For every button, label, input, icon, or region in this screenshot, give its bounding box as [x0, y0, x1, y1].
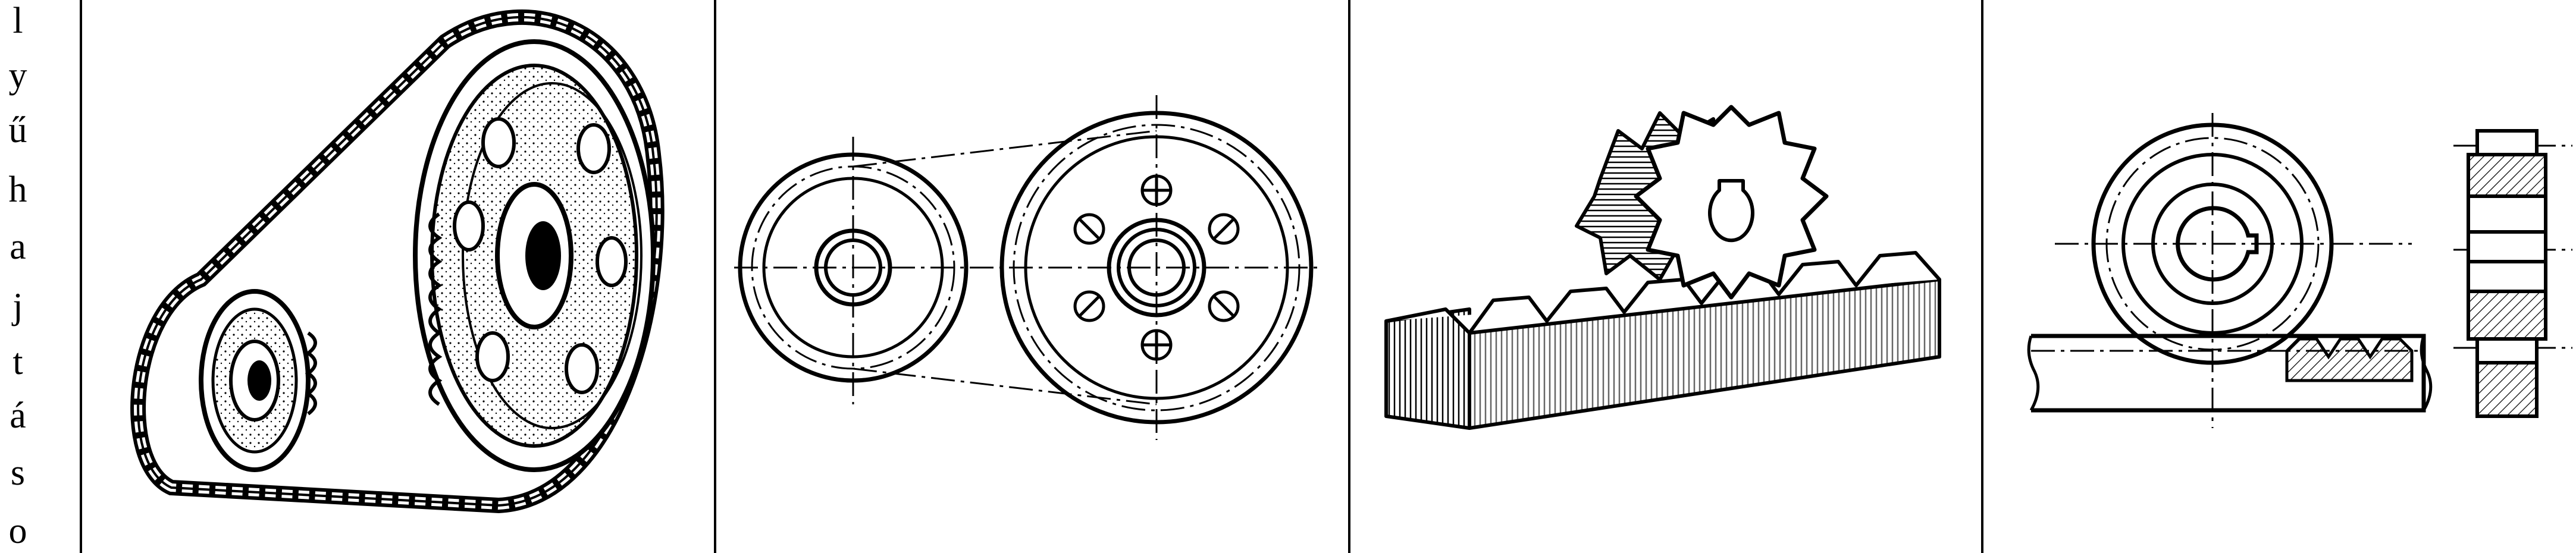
rack-teeth-section: [2285, 337, 2414, 382]
side-letter: á: [10, 395, 26, 436]
panel-divider: [80, 0, 82, 553]
side-letter-column: l y ű h a j t á s o: [0, 0, 36, 553]
rack-and-pinion-illustration: [1384, 105, 1941, 430]
rack-and-pinion-technical-drawing: [2027, 113, 2572, 428]
side-letter: t: [12, 342, 23, 382]
small-sprocket: [199, 289, 317, 472]
side-letter: l: [12, 1, 23, 41]
rack-side: [1468, 278, 1941, 430]
panel-divider: [1981, 0, 1983, 553]
rack-front: [1384, 307, 1471, 430]
large-sprocket-outline: [999, 111, 1314, 425]
side-letter: a: [10, 227, 26, 267]
side-letter: s: [10, 453, 26, 493]
rack-outline: [2031, 334, 2426, 413]
side-letter: j: [12, 286, 23, 326]
chain-drive-technical-drawing: [734, 95, 1323, 440]
side-letter: ű: [8, 110, 27, 150]
side-letter: h: [8, 169, 27, 210]
pinion-side-section: [2467, 129, 2547, 418]
small-sprocket-outline: [738, 152, 969, 383]
large-sprocket: [413, 39, 656, 472]
pinion-bore: [1708, 179, 1754, 243]
side-letter: y: [8, 55, 27, 96]
panel-divider: [714, 0, 716, 553]
pinion-outer-circle: [2091, 122, 2334, 365]
side-letter: o: [8, 511, 27, 551]
pinion-keyed-bore: [2176, 206, 2259, 282]
chain-drive-illustration: [130, 9, 665, 514]
panel-divider: [1348, 0, 1350, 553]
